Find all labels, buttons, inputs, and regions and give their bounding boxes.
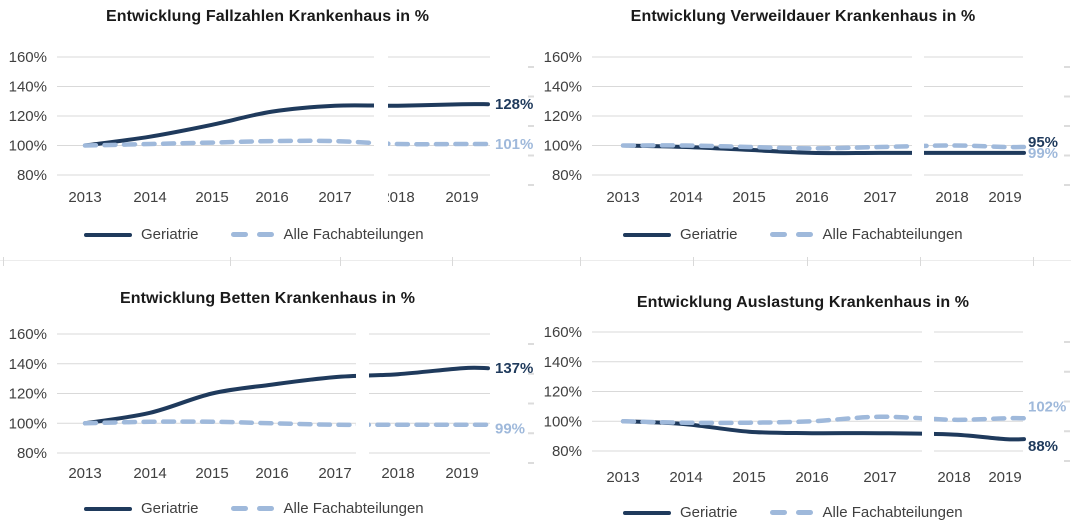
legend-label-alle: Alle Fachabteilungen [283,500,424,517]
svg-text:80%: 80% [17,445,47,462]
legend-label-alle: Alle Fachabteilungen [283,226,424,243]
legend-label-alle: Alle Fachabteilungen [822,504,963,521]
chart-title-auslastung: Entwicklung Auslastung Krankenhaus in % [636,294,970,311]
svg-text:2019: 2019 [988,469,1021,486]
svg-text:137%: 137% [495,360,533,377]
legend-dash-sample-alle [230,506,274,511]
svg-text:2019: 2019 [445,465,478,482]
svg-text:2013: 2013 [606,189,639,206]
svg-text:99%: 99% [495,421,525,438]
legend-dash-sample-alle [769,232,813,237]
svg-text:140%: 140% [9,79,47,96]
svg-text:2014: 2014 [669,189,702,206]
svg-text:99%: 99% [1028,145,1058,162]
svg-text:2017: 2017 [318,189,351,206]
legend-dash-sample-alle [230,232,274,237]
svg-text:2018: 2018 [935,189,968,206]
chart-title-verweildauer: Entwicklung Verweildauer Krankenhaus in … [630,8,976,25]
svg-text:2016: 2016 [795,189,828,206]
svg-text:128%: 128% [495,96,533,113]
svg-text:100%: 100% [9,415,47,432]
svg-text:2014: 2014 [133,465,166,482]
svg-text:2015: 2015 [195,465,228,482]
svg-text:101%: 101% [495,136,533,153]
chart-legend-fallzahlen: Geriatrie Alle Fachabteilungen [84,226,424,243]
svg-text:2019: 2019 [988,189,1021,206]
svg-text:2014: 2014 [669,469,702,486]
svg-text:2013: 2013 [606,469,639,486]
svg-text:2015: 2015 [732,469,765,486]
svg-text:2014: 2014 [133,189,166,206]
legend-line-sample-geriatrie [623,232,671,237]
svg-text:2013: 2013 [68,189,101,206]
chart-legend-auslastung: Geriatrie Alle Fachabteilungen [623,504,963,521]
svg-text:2017: 2017 [863,469,896,486]
svg-text:80%: 80% [17,167,47,184]
svg-text:2015: 2015 [195,189,228,206]
svg-text:2016: 2016 [795,469,828,486]
svg-text:2017: 2017 [863,189,896,206]
chart-legend-verweildauer: Geriatrie Alle Fachabteilungen [623,226,963,243]
legend-dash-sample-alle [769,510,813,515]
svg-text:140%: 140% [544,79,582,96]
svg-text:88%: 88% [1028,438,1058,455]
svg-text:120%: 120% [9,108,47,125]
svg-text:100%: 100% [9,138,47,155]
svg-text:100%: 100% [544,413,582,430]
legend-label-alle: Alle Fachabteilungen [822,226,963,243]
chart-auslastung: Entwicklung Auslastung Krankenhaus in % … [535,266,1071,532]
svg-text:120%: 120% [9,386,47,403]
legend-label-geriatrie: Geriatrie [680,504,738,521]
svg-text:2016: 2016 [255,189,288,206]
svg-text:2015: 2015 [732,189,765,206]
chart-fallzahlen: Entwicklung Fallzahlen Krankenhaus in % … [0,0,535,266]
svg-text:102%: 102% [1028,398,1066,415]
legend-label-geriatrie: Geriatrie [141,500,199,517]
svg-text:2013: 2013 [68,465,101,482]
chart-verweildauer: Entwicklung Verweildauer Krankenhaus in … [535,0,1071,266]
svg-text:160%: 160% [544,49,582,66]
svg-text:2018: 2018 [381,465,414,482]
svg-text:160%: 160% [9,49,47,66]
svg-text:160%: 160% [544,324,582,341]
svg-text:140%: 140% [544,354,582,371]
svg-text:2017: 2017 [318,465,351,482]
svg-text:2018: 2018 [381,189,414,206]
svg-text:80%: 80% [552,443,582,460]
svg-text:120%: 120% [544,108,582,125]
svg-text:2019: 2019 [445,189,478,206]
legend-line-sample-geriatrie [84,506,132,511]
svg-text:100%: 100% [544,138,582,155]
svg-text:120%: 120% [544,384,582,401]
svg-text:80%: 80% [552,167,582,184]
svg-text:160%: 160% [9,326,47,343]
legend-line-sample-geriatrie [623,510,671,515]
chart-legend-betten: Geriatrie Alle Fachabteilungen [84,500,424,517]
legend-label-geriatrie: Geriatrie [141,226,199,243]
svg-text:95%: 95% [1028,134,1058,151]
legend-line-sample-geriatrie [84,232,132,237]
chart-title-betten: Entwicklung Betten Krankenhaus in % [119,290,416,307]
chart-title-fallzahlen: Entwicklung Fallzahlen Krankenhaus in % [105,8,430,25]
svg-text:2016: 2016 [255,465,288,482]
legend-label-geriatrie: Geriatrie [680,226,738,243]
chart-betten: Entwicklung Betten Krankenhaus in % 160%… [0,266,535,532]
stitch-seam-line [0,257,1071,266]
svg-text:140%: 140% [9,356,47,373]
svg-text:2018: 2018 [937,469,970,486]
